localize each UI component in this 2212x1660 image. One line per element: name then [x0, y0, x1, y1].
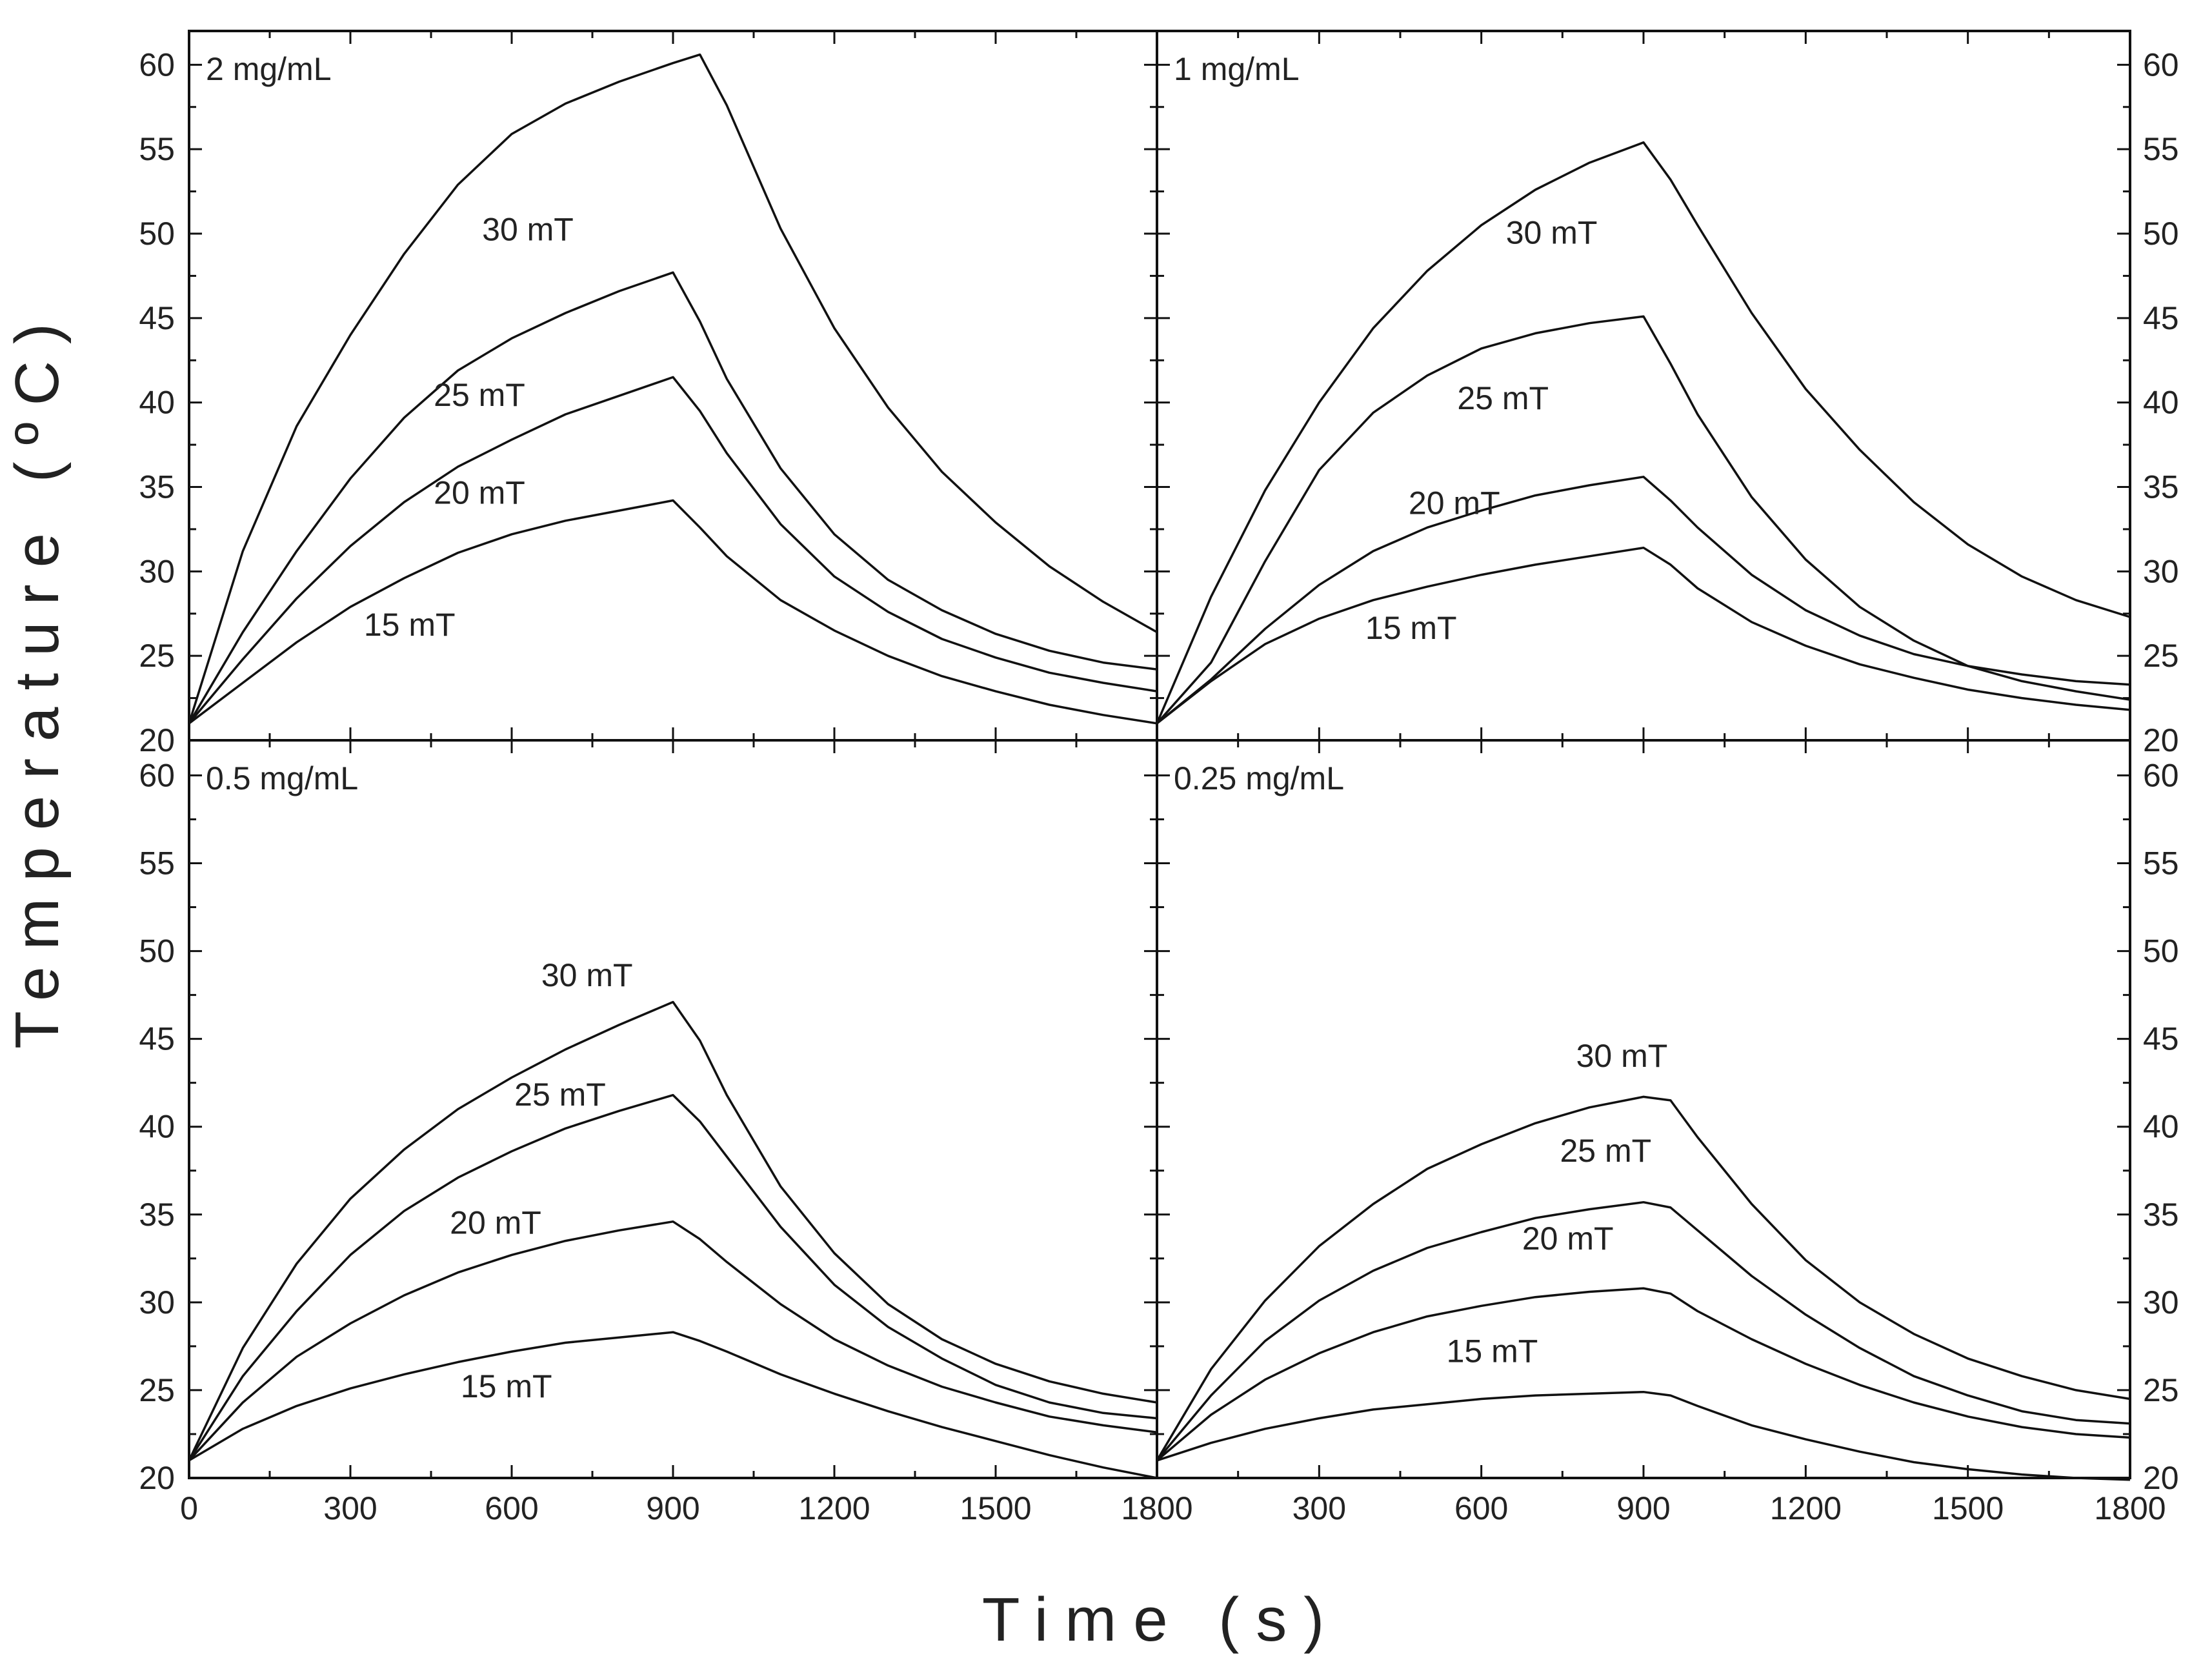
y-tick-label: 20	[139, 1460, 175, 1496]
series-line	[1156, 141, 2131, 724]
y-tick-label: 25	[139, 638, 175, 674]
y-tick-label: 40	[139, 385, 175, 421]
y-tick-label: 30	[2143, 1284, 2179, 1321]
series-line	[188, 1000, 1158, 1461]
y-tick-label: 35	[139, 469, 175, 505]
x-tick-label: 0	[180, 1490, 198, 1526]
series-line	[188, 376, 1158, 724]
y-tick-label: 50	[2143, 933, 2179, 969]
x-axis-title: Time (s)	[982, 1585, 1341, 1654]
y-tick-label: 55	[2143, 845, 2179, 882]
series-label: 25 mT	[514, 1077, 606, 1113]
series-line	[1156, 1200, 2131, 1461]
y-tick-label: 40	[2143, 385, 2179, 421]
panel-title: 1 mg/mL	[1174, 51, 1300, 87]
panel-frame	[188, 30, 1158, 742]
panel-title: 2 mg/mL	[206, 51, 332, 87]
y-tick-label: 50	[2143, 216, 2179, 252]
series-label: 20 mT	[434, 475, 525, 511]
series-label: 30 mT	[541, 957, 633, 993]
x-tick-label: 300	[1292, 1490, 1346, 1526]
y-tick-label: 40	[139, 1109, 175, 1145]
series-line	[188, 499, 1158, 725]
y-tick-label: 60	[2143, 46, 2179, 83]
series-label: 20 mT	[1522, 1220, 1614, 1257]
series-label: 30 mT	[1506, 215, 1598, 251]
y-tick-label: 30	[139, 553, 175, 589]
series-line	[1156, 546, 2131, 725]
series-label: 20 mT	[1409, 485, 1500, 521]
x-tick-label: 1200	[798, 1490, 870, 1526]
y-tick-label: 35	[2143, 469, 2179, 505]
panel-frame	[1156, 739, 2131, 1479]
y-tick-label: 30	[2143, 553, 2179, 589]
x-tick-label: 1200	[1770, 1490, 1842, 1526]
y-tick-label: 50	[139, 933, 175, 969]
y-tick-label: 35	[139, 1197, 175, 1233]
x-tick-label: 600	[485, 1490, 538, 1526]
y-tick-label: 20	[2143, 722, 2179, 758]
y-tick-label: 25	[2143, 1372, 2179, 1408]
series-line	[188, 1093, 1158, 1461]
y-tick-label: 55	[139, 845, 175, 882]
series-label: 30 mT	[1576, 1038, 1668, 1074]
series-label: 20 mT	[450, 1205, 541, 1241]
x-tick-label: 1500	[960, 1490, 1031, 1526]
y-tick-label: 45	[2143, 1021, 2179, 1057]
y-tick-label: 40	[2143, 1109, 2179, 1145]
y-tick-label: 60	[2143, 757, 2179, 793]
x-tick-label: 300	[323, 1490, 377, 1526]
x-tick-label: 1500	[1932, 1490, 2004, 1526]
y-tick-label: 55	[139, 131, 175, 167]
series-label: 25 mT	[1560, 1133, 1652, 1169]
series-label: 25 mT	[434, 377, 525, 413]
series-line	[188, 1331, 1158, 1479]
y-tick-label: 35	[2143, 1197, 2179, 1233]
series-line	[1156, 476, 2131, 725]
series-label: 15 mT	[1365, 610, 1457, 646]
y-tick-label: 45	[139, 300, 175, 336]
y-tick-label: 20	[139, 722, 175, 758]
panel-frame	[1156, 30, 2131, 742]
x-tick-label: 900	[646, 1490, 699, 1526]
series-line	[188, 271, 1158, 724]
y-tick-label: 45	[139, 1021, 175, 1057]
series-label: 15 mT	[364, 607, 456, 643]
x-tick-label: 1800	[2094, 1490, 2166, 1526]
y-tick-label: 50	[139, 216, 175, 252]
x-tick-label: 1800	[1121, 1490, 1192, 1526]
x-tick-label: 900	[1616, 1490, 1670, 1526]
panel-title: 0.5 mg/mL	[206, 760, 358, 796]
panels-layer: 20 25 30 35 40 45 50 55 60 2 mg/mL 30 mT 25 mT 20 mT…	[139, 30, 2179, 1526]
series-line	[188, 1220, 1158, 1461]
panel-2: 20 25 30 35 40 45 50 55 60 1 mg/mL 30 mT 25 mT 20 mT…	[1156, 30, 2179, 758]
series-line	[188, 53, 1158, 724]
y-tick-label: 25	[2143, 638, 2179, 674]
y-tick-label: 55	[2143, 131, 2179, 167]
panel-3: 0 300 600 900 1200 1500 1800 20 25 30 35 40 45 50 55 60…	[139, 739, 1193, 1526]
series-line	[1156, 1390, 2131, 1481]
y-tick-label: 60	[139, 46, 175, 83]
series-line	[1156, 315, 2131, 724]
series-label: 15 mT	[461, 1368, 552, 1404]
y-tick-label: 45	[2143, 300, 2179, 336]
x-tick-label: 600	[1454, 1490, 1508, 1526]
y-tick-label: 20	[2143, 1460, 2179, 1496]
series-label: 15 mT	[1447, 1333, 1538, 1369]
series-line	[1156, 1095, 2131, 1461]
panel-1: 20 25 30 35 40 45 50 55 60 2 mg/mL 30 mT 25 mT 20 mT…	[139, 30, 1158, 758]
panel-frame	[188, 739, 1158, 1479]
y-tick-label: 60	[139, 757, 175, 793]
series-line	[1156, 1287, 2131, 1462]
y-tick-label: 30	[139, 1284, 175, 1321]
series-label: 25 mT	[1457, 380, 1549, 416]
y-axis-title: Temperature (ºC)	[3, 307, 72, 1049]
panel-title: 0.25 mg/mL	[1174, 760, 1344, 796]
series-label: 30 mT	[482, 211, 574, 247]
y-tick-label: 25	[139, 1372, 175, 1408]
